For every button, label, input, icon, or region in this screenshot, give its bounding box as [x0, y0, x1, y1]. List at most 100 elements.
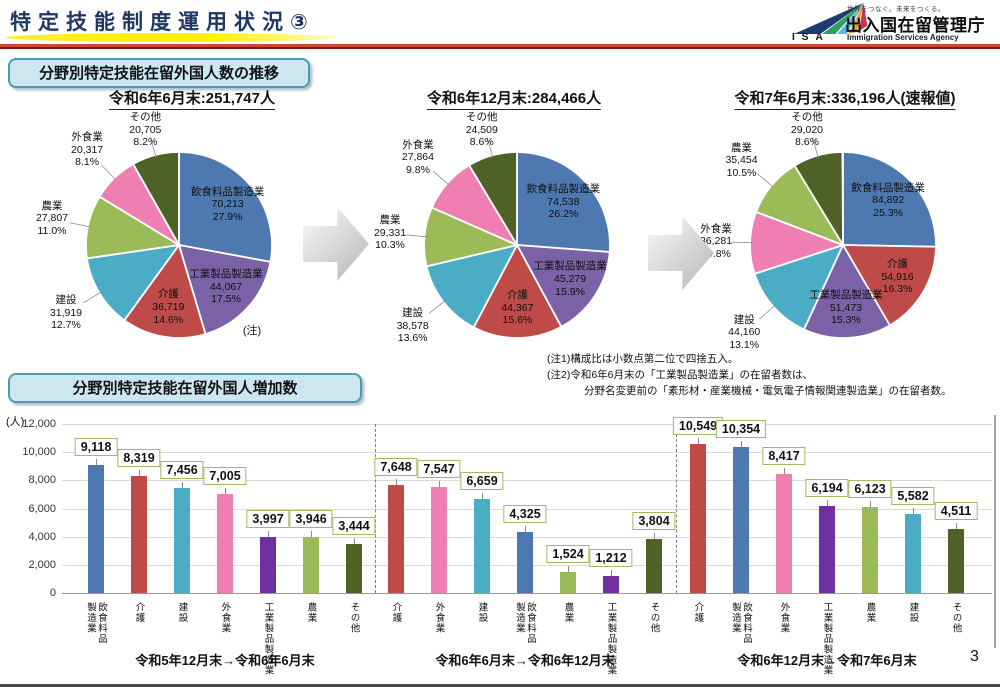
bar-農業	[303, 537, 319, 593]
value-label-leader	[439, 480, 440, 487]
value-label-leader	[741, 441, 742, 448]
x-tick-label: 介護	[692, 602, 704, 623]
value-label-leader	[225, 488, 226, 495]
y-tick-label: 4,000	[28, 530, 56, 543]
x-tick-label: 農業	[305, 602, 317, 623]
value-label-leader	[96, 458, 97, 465]
x-tick-label: 飲食料品 製造業	[85, 602, 107, 644]
x-tick-label-wrap: 外食業	[756, 602, 812, 634]
x-tick-label: 建設	[476, 602, 488, 623]
y-tick-label: 10,000	[22, 446, 56, 459]
bar-value-label: 3,997	[246, 509, 290, 528]
x-tick-label-wrap: 農業	[283, 602, 339, 623]
pie-slice-介護	[841, 244, 937, 327]
x-tick-label-wrap: 外食業	[197, 602, 253, 634]
pie-label-介護: 介護 36,719 14.6%	[152, 288, 185, 326]
pie-annotation: (注)	[242, 325, 262, 337]
section-heading-bars: 分野別特定技能在留外国人増加数	[8, 373, 362, 403]
pie3-title: 令和7年6月末:336,196人(速報値)	[734, 87, 956, 110]
bar-value-label: 7,648	[374, 458, 418, 477]
pie-label-その他: その他 20,705 8.2%	[129, 111, 162, 149]
pie-slice-工業製品製造業	[515, 243, 611, 328]
header-divider	[0, 44, 1000, 49]
group-label: 令和5年12月末→令和6年6月末	[135, 653, 315, 668]
bar-工業製品製造業	[260, 536, 276, 593]
y-tick-label: 6,000	[28, 502, 56, 515]
pie-label-外食業: 外食業 36,281 10.8%	[699, 222, 733, 260]
pie-label-leader	[150, 136, 157, 158]
bar-value-label: 4,511	[934, 502, 978, 521]
group-separator	[375, 424, 376, 593]
pie-label-介護: 介護 54,916 16.3%	[881, 258, 914, 296]
bar-value-label: 6,194	[805, 478, 849, 497]
x-tick-label: 外食業	[778, 602, 790, 634]
value-label-leader	[396, 479, 397, 486]
value-label-leader	[611, 569, 612, 576]
bar-建設	[474, 499, 490, 593]
x-tick-label: 建設	[176, 602, 188, 623]
value-label-leader	[870, 500, 871, 507]
bar-その他	[346, 544, 362, 593]
x-tick-label-wrap: その他	[326, 602, 382, 634]
x-tick-label: 工業製品製造業	[821, 602, 833, 676]
bar-建設	[905, 514, 921, 593]
pie-label-飲食料品製造業: 飲食料品製造業 84,892 25.3%	[851, 181, 925, 219]
pie-label-農業: 農業 27,807 11.0%	[35, 199, 69, 237]
pie-label-leader	[759, 304, 776, 320]
footnote-1: (注1)構成比は小数点第二位で四捨五入。	[547, 353, 739, 365]
bar-外食業	[217, 494, 233, 593]
bar-工業製品製造業	[603, 575, 619, 593]
pie-label-leader	[433, 170, 450, 186]
x-tick-label: 介護	[390, 602, 402, 623]
x-tick-label-wrap: 飲食料品 製造業	[713, 602, 769, 644]
bar-value-label: 7,456	[160, 460, 204, 479]
bar-value-label: 4,325	[503, 505, 547, 524]
agency-name-en: Immigration Services Agency	[847, 33, 959, 42]
bar-value-label: 3,946	[289, 510, 333, 529]
pie-chart-r7-june: 飲食料品製造業 84,892 25.3% 介護 54,916 16.3% 工業製品製造業 51…	[678, 104, 1000, 364]
agency-logo: ISA 世界をつなぐ。未来をつくる。 出入国在留管理庁 Immigration …	[790, 1, 998, 43]
pie-label-飲食料品製造業: 飲食料品製造業 74,538 26.2%	[526, 183, 601, 221]
value-label-leader	[698, 438, 699, 445]
value-label-leader	[311, 531, 312, 538]
bar-value-label: 7,005	[203, 467, 247, 486]
x-tick-label: その他	[950, 602, 962, 634]
group-separator	[676, 424, 677, 593]
pie-label-建設: 建設 31,919 12.7%	[49, 294, 83, 332]
pie-svg	[69, 136, 273, 339]
x-tick-label-wrap: その他	[626, 602, 682, 634]
value-label-leader	[956, 523, 957, 530]
x-tick-label-wrap: その他	[928, 602, 984, 634]
x-tick-label-wrap: 飲食料品 製造業	[497, 602, 553, 644]
bar-value-label: 1,524	[546, 544, 590, 563]
bar-介護	[388, 485, 404, 593]
value-label-leader	[182, 481, 183, 488]
x-tick-label-wrap: 介護	[368, 602, 424, 623]
pie-label-工業製品製造業: 工業製品製造業 45,279 15.9%	[533, 260, 607, 298]
chart-right-border	[994, 415, 996, 648]
bar-value-label: 9,118	[74, 437, 118, 456]
page-title: 特定技能制度運用状況③	[10, 11, 315, 34]
x-tick-label: 外食業	[219, 602, 231, 634]
y-tick-label: 8,000	[28, 474, 56, 487]
bar-介護	[690, 444, 706, 593]
pie-label-leader	[812, 137, 819, 159]
title-highlight	[6, 33, 338, 42]
pie-label-工業製品製造業: 工業製品製造業 51,473 15.3%	[809, 289, 883, 327]
pie-svg	[731, 137, 937, 339]
x-tick-label: 介護	[133, 602, 145, 623]
x-tick-label-wrap: 工業製品製造業	[799, 602, 855, 676]
x-tick-label: 外食業	[433, 602, 445, 634]
y-tick-label: 0	[49, 587, 56, 599]
logo-acronym: ISA	[792, 32, 830, 43]
pie-label-leader	[756, 173, 774, 188]
x-tick-label: 工業製品製造業	[262, 602, 274, 676]
footnote-2-cont: 分野名変更前の「素形材・産業機械・電気電子情報関連製造業」の在留者数。	[584, 384, 952, 397]
pie-slice-飲食料品製造業	[178, 151, 273, 263]
x-tick-label: その他	[348, 602, 360, 634]
value-label-leader	[268, 530, 269, 537]
bar-value-label: 8,417	[762, 447, 806, 466]
x-tick-label-wrap: 建設	[154, 602, 210, 623]
pie-label-leader	[83, 291, 102, 304]
x-tick-label: 建設	[907, 602, 919, 623]
